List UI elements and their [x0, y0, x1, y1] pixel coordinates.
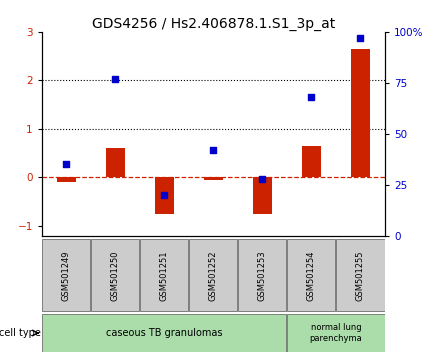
Text: GSM501251: GSM501251	[160, 250, 169, 301]
Bar	[287, 239, 335, 312]
Text: GSM501253: GSM501253	[258, 250, 267, 301]
Bar	[302, 146, 321, 177]
Bar	[253, 177, 272, 214]
Bar	[140, 239, 188, 312]
Text: normal lung
parenchyma: normal lung parenchyma	[310, 323, 363, 343]
Point	[210, 147, 217, 153]
Text: cell type: cell type	[0, 328, 41, 338]
Bar	[238, 239, 286, 312]
Bar	[287, 314, 385, 352]
Point	[63, 161, 70, 167]
Bar	[154, 177, 174, 214]
Bar	[189, 239, 238, 312]
Bar	[204, 177, 223, 180]
Point	[259, 176, 266, 182]
Bar	[42, 239, 90, 312]
Text: caseous TB granulomas: caseous TB granulomas	[106, 328, 223, 338]
Text: GSM501254: GSM501254	[307, 250, 316, 301]
Text: GSM501255: GSM501255	[356, 250, 365, 301]
Bar	[56, 177, 76, 182]
Title: GDS4256 / Hs2.406878.1.S1_3p_at: GDS4256 / Hs2.406878.1.S1_3p_at	[92, 17, 335, 31]
Bar	[351, 49, 370, 177]
Bar	[42, 314, 286, 352]
Point	[357, 35, 364, 41]
Point	[308, 94, 315, 100]
Bar	[106, 148, 125, 177]
Point	[161, 192, 168, 198]
Bar	[92, 239, 139, 312]
Point	[112, 76, 119, 81]
Bar	[337, 239, 385, 312]
Text: GSM501252: GSM501252	[209, 250, 218, 301]
Text: GSM501249: GSM501249	[62, 250, 71, 301]
Text: GSM501250: GSM501250	[111, 250, 120, 301]
